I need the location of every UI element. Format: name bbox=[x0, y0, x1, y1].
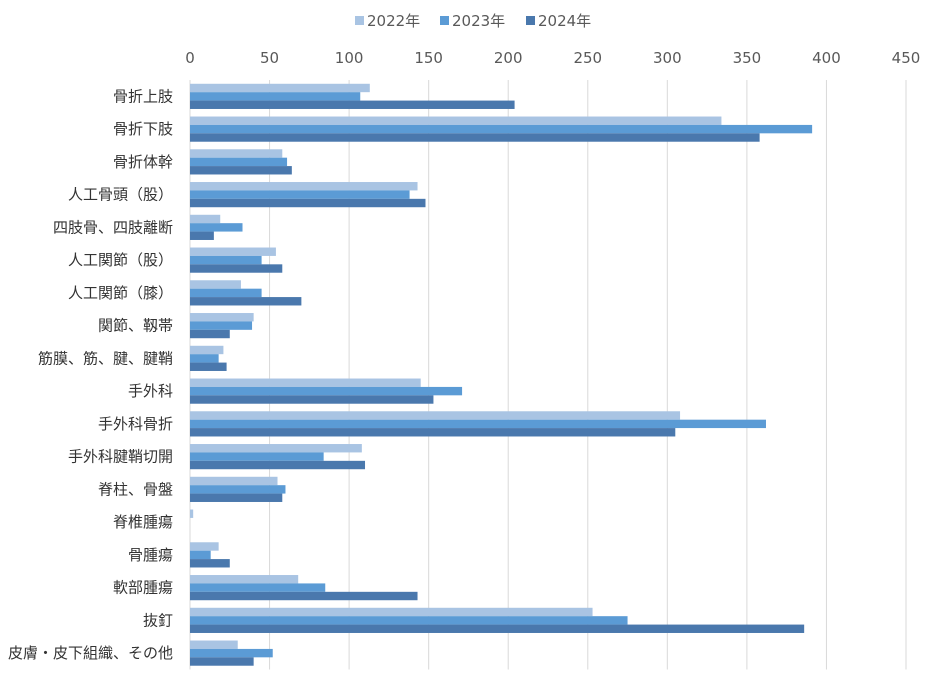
legend-swatch-2023年 bbox=[440, 16, 449, 25]
legend-label: 2024年 bbox=[538, 12, 591, 30]
bar-2024年-手外科 bbox=[190, 395, 434, 404]
bar-2024年-骨折体幹 bbox=[190, 166, 292, 175]
category-label: 人工関節（股） bbox=[68, 251, 173, 269]
legend-label: 2022年 bbox=[367, 12, 420, 30]
bar-2022年-骨折下肢 bbox=[190, 116, 722, 125]
category-label: 手外科骨折 bbox=[98, 415, 173, 433]
category-label: 軟部腫瘍 bbox=[113, 579, 173, 597]
bar-2022年-人工骨頭（股） bbox=[190, 182, 418, 191]
bar-2023年-骨折上肢 bbox=[190, 92, 361, 101]
category-label: 骨折下肢 bbox=[113, 120, 173, 138]
bar-2023年-四肢骨、四肢離断 bbox=[190, 223, 243, 232]
bar-2022年-四肢骨、四肢離断 bbox=[190, 214, 221, 224]
category-label: 関節、靱帯 bbox=[98, 317, 173, 335]
bar-2024年-骨腫瘍 bbox=[190, 559, 230, 568]
bar-2022年-抜釘 bbox=[190, 607, 593, 617]
category-label: 四肢骨、四肢離断 bbox=[53, 218, 173, 236]
bar-2022年-手外科骨折 bbox=[190, 411, 681, 420]
bar-2024年-皮膚・皮下組織、その他 bbox=[190, 657, 254, 666]
x-tick-label: 250 bbox=[573, 49, 602, 67]
bar-2022年-骨腫瘍 bbox=[190, 542, 219, 551]
bar-2023年-皮膚・皮下組織、その他 bbox=[190, 648, 273, 658]
bar-2024年-軟部腫瘍 bbox=[190, 591, 418, 601]
legend-label: 2023年 bbox=[452, 12, 505, 30]
bar-2023年-骨折下肢 bbox=[190, 124, 813, 134]
x-tick-label: 200 bbox=[494, 49, 523, 67]
bar-2023年-手外科腱鞘切開 bbox=[190, 452, 324, 461]
category-label: 皮膚・皮下組織、その他 bbox=[8, 644, 173, 662]
bar-2024年-人工骨頭（股） bbox=[190, 198, 426, 208]
bar-2023年-脊柱、骨盤 bbox=[190, 485, 286, 494]
bar-2023年-骨折体幹 bbox=[190, 157, 288, 167]
bar-2022年-人工関節（膝） bbox=[190, 280, 241, 289]
category-label: 抜釘 bbox=[143, 611, 173, 629]
legend-swatch-2022年 bbox=[355, 16, 364, 25]
bar-2024年-関節、靱帯 bbox=[190, 329, 230, 339]
bar-2024年-抜釘 bbox=[190, 624, 805, 633]
bar-2023年-軟部腫瘍 bbox=[190, 583, 326, 592]
bar-2022年-関節、靱帯 bbox=[190, 313, 254, 322]
category-label: 脊椎腫瘍 bbox=[113, 513, 173, 531]
category-label: 筋膜、筋、腱、腱鞘 bbox=[38, 349, 173, 367]
bar-2024年-人工関節（膝） bbox=[190, 297, 302, 306]
bar-2023年-手外科骨折 bbox=[190, 419, 766, 429]
gridlines bbox=[189, 80, 907, 670]
category-label: 人工骨頭（股） bbox=[68, 186, 173, 204]
category-label: 骨折体幹 bbox=[113, 153, 173, 171]
bar-2022年-骨折上肢 bbox=[190, 83, 370, 93]
x-tick-label: 350 bbox=[733, 49, 762, 67]
bar-2024年-脊柱、骨盤 bbox=[190, 493, 283, 502]
bar-2022年-脊柱、骨盤 bbox=[190, 476, 278, 486]
bar-2024年-四肢骨、四肢離断 bbox=[190, 231, 214, 240]
bar-2023年-筋膜、筋、腱、腱鞘 bbox=[190, 354, 219, 363]
x-tick-label: 300 bbox=[653, 49, 682, 67]
x-axis-ticks: 0 50 100 150 200 250 300 350 400 450 bbox=[185, 49, 920, 67]
bar-2022年-手外科 bbox=[190, 378, 421, 387]
bar-2024年-人工関節（股） bbox=[190, 264, 283, 273]
bars bbox=[190, 83, 813, 666]
category-label: 骨折上肢 bbox=[113, 87, 173, 105]
category-label: 人工関節（膝） bbox=[68, 284, 173, 302]
bar-2022年-筋膜、筋、腱、腱鞘 bbox=[190, 345, 224, 355]
bar-2023年-骨腫瘍 bbox=[190, 550, 211, 560]
bar-2024年-筋膜、筋、腱、腱鞘 bbox=[190, 362, 227, 371]
category-label: 手外科 bbox=[128, 382, 173, 400]
x-tick-label: 50 bbox=[260, 49, 279, 67]
bar-2023年-関節、靱帯 bbox=[190, 321, 253, 330]
bar-2022年-手外科腱鞘切開 bbox=[190, 444, 362, 453]
bar-2023年-人工関節（膝） bbox=[190, 288, 262, 298]
legend-swatch-2024年 bbox=[526, 16, 535, 25]
x-tick-label: 400 bbox=[812, 49, 841, 67]
x-tick-label: 100 bbox=[335, 49, 364, 67]
bar-2024年-手外科骨折 bbox=[190, 428, 676, 437]
bar-2022年-軟部腫瘍 bbox=[190, 575, 299, 584]
x-tick-label: 0 bbox=[185, 49, 195, 67]
bar-2024年-骨折下肢 bbox=[190, 133, 760, 142]
bar-2022年-人工関節（股） bbox=[190, 247, 276, 256]
legend: 2022年 2023年 2024年 bbox=[355, 12, 591, 30]
bar-2023年-人工関節（股） bbox=[190, 255, 262, 265]
x-tick-label: 150 bbox=[414, 49, 443, 67]
category-label: 脊柱、骨盤 bbox=[98, 480, 173, 498]
bar-2022年-脊椎腫瘍 bbox=[190, 509, 194, 518]
bar-2023年-人工骨頭（股） bbox=[190, 190, 410, 199]
bar-2022年-骨折体幹 bbox=[190, 149, 283, 158]
category-label: 手外科腱鞘切開 bbox=[68, 448, 173, 466]
bar-2024年-手外科腱鞘切開 bbox=[190, 460, 366, 470]
bar-2023年-手外科 bbox=[190, 386, 463, 396]
x-tick-label: 450 bbox=[892, 49, 921, 67]
bar-2022年-皮膚・皮下組織、その他 bbox=[190, 640, 238, 649]
category-label: 骨腫瘍 bbox=[128, 546, 173, 564]
bar-2024年-骨折上肢 bbox=[190, 100, 515, 109]
bar-2023年-抜釘 bbox=[190, 616, 628, 625]
